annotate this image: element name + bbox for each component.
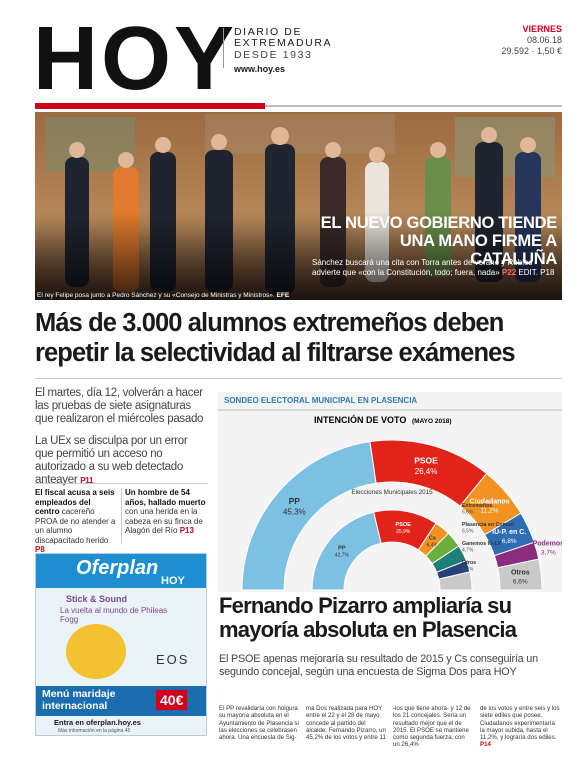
brief-lead: El fiscal acusa a seis empleados del cen… <box>35 488 115 516</box>
brief: El fiscal acusa a seis empleados del cen… <box>35 488 117 555</box>
caption: El rey Felipe posa junto a Pedro Sánchez… <box>37 292 289 299</box>
story-deck: El PSOE apenas mejoraría su resultado de… <box>219 653 538 678</box>
page-ref: P22 <box>501 268 517 277</box>
rule <box>121 488 122 543</box>
page-ref: P8 <box>35 545 45 554</box>
ad-line: La vuelta al mundo de Phileas Fogg <box>60 606 168 624</box>
center-label: Elecciones Municipales 2015 <box>351 489 433 496</box>
segment-value: 6,6% <box>462 510 474 516</box>
editorial-ref: EDIT. P18 <box>518 268 555 277</box>
since: DESDE 1933 <box>234 49 313 61</box>
brief-text: cacereño PROA de no atender a un alumno … <box>35 507 116 545</box>
segment-value: 26,4% <box>415 467 438 476</box>
body-text: de los votos y entre seis y los siete ed… <box>480 705 560 742</box>
segment-label: IU-P. en C. <box>492 529 526 536</box>
ad-logo: EOS <box>156 652 190 667</box>
segment-value: 6,8% <box>502 538 517 545</box>
segment-label: PP <box>289 496 301 506</box>
segment-value: 4,7% <box>462 548 474 554</box>
segment-value: 25,9% <box>396 529 411 535</box>
page-ref: P14 <box>480 741 491 749</box>
main-headline: Más de 3.000 alumnos extremeños deben re… <box>35 309 516 367</box>
grey-bar <box>265 105 562 107</box>
poll-chart: SONDEO ELECTORAL MUNICIPAL EN PLASENCIA … <box>218 392 562 592</box>
ad-price: 40€ <box>156 690 188 710</box>
tagline: DIARIO DE EXTREMADURA <box>234 26 333 49</box>
deck: El martes, día 12, volverán a hacer las … <box>35 387 204 425</box>
segment-label: Cs <box>429 535 436 541</box>
page-ref: P11 <box>80 476 94 485</box>
segment-value: 6,4% <box>427 542 439 548</box>
caption-text: El rey Felipe posa junto a Pedro Sánchez… <box>37 292 275 299</box>
divider <box>223 28 224 68</box>
donut-segment <box>438 571 473 591</box>
segment-value: 45,3% <box>283 507 306 516</box>
rule <box>35 378 562 379</box>
segment-value: 42,7% <box>335 552 350 558</box>
segment-value: 3,7% <box>541 549 556 556</box>
body-column: de los votos y entre seis y los siete ed… <box>480 705 560 749</box>
ad-offer: Menú maridaje internacional <box>42 688 116 712</box>
segment-label: Extremeños <box>462 503 492 509</box>
red-bar <box>35 103 265 109</box>
ad-header <box>36 554 206 588</box>
deck: La UEx se disculpa por un error que perm… <box>35 435 207 487</box>
ad-image <box>66 624 126 679</box>
day: VIERNES <box>522 24 562 34</box>
segment-label: Plasencia en Común <box>462 522 514 528</box>
brief: Un hombre de 54 años, hallado muerto con… <box>125 488 207 536</box>
segment-label: Otros <box>462 560 476 566</box>
segment-label: Otros <box>511 570 530 577</box>
credit: EFE <box>276 292 290 299</box>
brief-text: con una herida en la cabeza en su finca … <box>125 507 203 535</box>
donut-segment <box>497 558 543 591</box>
summary-text: Sánchez buscará una cita con Torra antes… <box>312 258 533 277</box>
url: www.hoy.es <box>234 64 286 74</box>
segment-label: Ciudadanos <box>470 499 510 506</box>
poll-kicker: SONDEO ELECTORAL MUNICIPAL EN PLASENCIA <box>224 396 417 405</box>
lead-summary: Sánchez buscará una cita con Torra antes… <box>312 258 557 278</box>
segment-label: Ganemos IU-LV <box>462 541 502 547</box>
segment-value: 7,3% <box>462 567 474 573</box>
ad-cta: Entra en oferplan.hoy.es <box>54 718 141 727</box>
segment-value: 6,5% <box>462 529 474 535</box>
body-column: -los que tiene ahora- y 12 de los 21 con… <box>393 705 471 749</box>
poll-period: (MAYO 2018) <box>412 418 452 425</box>
lead-headline: EL NUEVO GOBIERNO TIENDE UNA MANO FIRME … <box>320 214 558 268</box>
rule <box>35 483 207 484</box>
photo <box>35 112 562 300</box>
issue: 29.592 · 1,50 € <box>501 46 562 56</box>
segment-label: Podemos <box>533 540 562 547</box>
segment-label: PSOE <box>396 522 412 528</box>
segment-value: 11,2% <box>481 508 499 515</box>
ad-paper: HOY <box>161 575 185 587</box>
segment-label: PP <box>338 545 346 551</box>
deck-text: La UEx se disculpa por un error que perm… <box>35 435 188 486</box>
segment-value: 6,6% <box>513 579 528 586</box>
date: 08.06.18 <box>526 35 562 45</box>
ad-more: Más información en la página 45 <box>58 728 131 734</box>
ad-line: Stick & Sound <box>66 594 128 604</box>
logo: HOY <box>33 9 238 109</box>
segment-label: PSOE <box>414 456 438 466</box>
ad-brand: Oferplan <box>76 557 159 579</box>
body-column: ma Dos realizada para HOY entre el 22 y … <box>306 705 386 742</box>
story-headline: Fernando Pizarro ampliaría su mayoría ab… <box>219 593 517 642</box>
ad[interactable]: Oferplan HOY Stick & Sound La vuelta al … <box>35 553 207 736</box>
brief-lead: Un hombre de 54 años, hallado muerto <box>125 488 206 507</box>
page-ref: P13 <box>179 526 194 535</box>
body-column: El PP revalidaría con holgura su mayoría… <box>219 705 299 742</box>
poll-title: INTENCIÓN DE VOTO <box>314 414 406 425</box>
